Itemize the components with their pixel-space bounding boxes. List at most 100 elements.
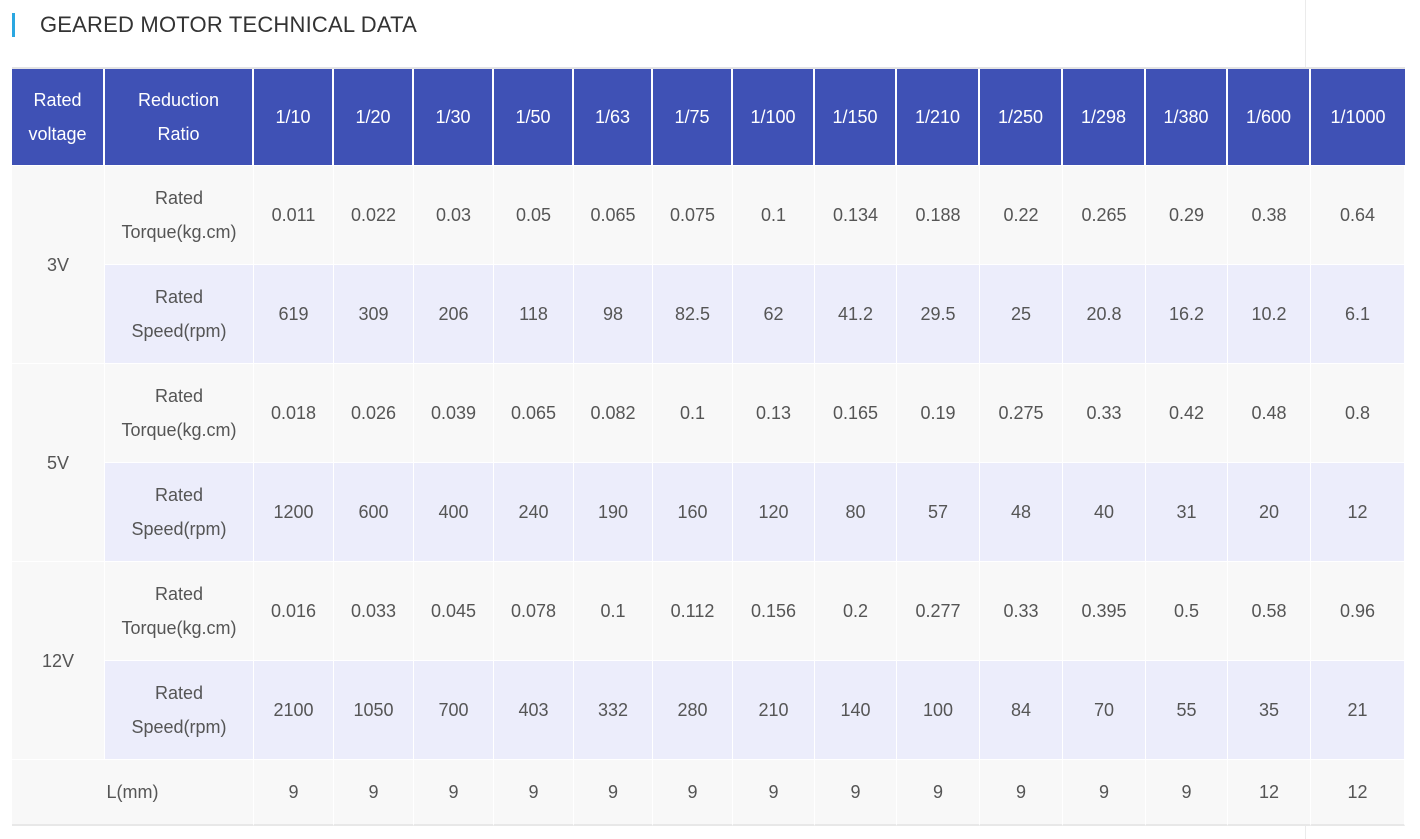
table-row-speed: Rated Speed(rpm) 619 309 206 118 98 82.5 62 41.2…	[12, 265, 1405, 364]
torque-value-cell: 0.58	[1228, 562, 1311, 661]
speed-value-cell: 16.2	[1146, 265, 1228, 364]
speed-value-cell: 700	[414, 661, 494, 760]
speed-value-cell: 118	[494, 265, 574, 364]
torque-value-cell: 0.22	[980, 166, 1063, 265]
torque-value-cell: 0.96	[1311, 562, 1405, 661]
torque-value-cell: 0.277	[897, 562, 980, 661]
speed-value-cell: 190	[574, 463, 653, 562]
voltage-cell: 5V	[12, 364, 105, 562]
length-value-cell: 12	[1311, 760, 1405, 826]
torque-value-cell: 0.13	[733, 364, 815, 463]
torque-value-cell: 0.033	[334, 562, 414, 661]
page-title: GEARED MOTOR TECHNICAL DATA	[40, 12, 418, 37]
header-rated-voltage: Rated voltage	[12, 69, 105, 166]
header-ratio-1-600: 1/600	[1228, 69, 1311, 166]
speed-value-cell: 41.2	[815, 265, 897, 364]
header-reduction-ratio: Reduction Ratio	[105, 69, 254, 166]
speed-value-cell: 29.5	[897, 265, 980, 364]
speed-value-cell: 62	[733, 265, 815, 364]
torque-label: Rated Torque(kg.cm)	[105, 364, 254, 463]
torque-value-cell: 0.1	[733, 166, 815, 265]
torque-value-cell: 0.265	[1063, 166, 1146, 265]
speed-value-cell: 31	[1146, 463, 1228, 562]
torque-value-cell: 0.112	[653, 562, 733, 661]
torque-value-cell: 0.8	[1311, 364, 1405, 463]
table-row-torque: 12V Rated Torque(kg.cm) 0.016 0.033 0.045 0.0…	[12, 562, 1405, 760]
torque-value-cell: 0.38	[1228, 166, 1311, 265]
table-header-row: Rated voltage Reduction Ratio 1/10 1/20 1/…	[12, 69, 1405, 166]
speed-value-cell: 309	[334, 265, 414, 364]
table-row-torque: 3V Rated Torque(kg.cm) 0.011 0.022 0.03 0.05 0…	[12, 166, 1405, 364]
voltage-cell: 12V	[12, 562, 105, 760]
heading-accent-bar	[12, 13, 15, 37]
torque-value-cell: 0.065	[494, 364, 574, 463]
torque-value-cell: 0.134	[815, 166, 897, 265]
length-value-cell: 9	[494, 760, 574, 826]
speed-value-cell: 1200	[254, 463, 334, 562]
torque-value-cell: 0.29	[1146, 166, 1228, 265]
length-value-cell: 9	[1146, 760, 1228, 826]
speed-value-cell: 160	[653, 463, 733, 562]
torque-value-cell: 0.018	[254, 364, 334, 463]
table-body: 3V Rated Torque(kg.cm) 0.011 0.022 0.03 0.05 0…	[12, 166, 1405, 826]
torque-value-cell: 0.016	[254, 562, 334, 661]
length-value-cell: 9	[334, 760, 414, 826]
torque-value-cell: 0.156	[733, 562, 815, 661]
torque-value-cell: 0.33	[1063, 364, 1146, 463]
torque-value-cell: 0.188	[897, 166, 980, 265]
length-value-cell: 9	[653, 760, 733, 826]
speed-value-cell: 210	[733, 661, 815, 760]
speed-value-cell: 20	[1228, 463, 1311, 562]
torque-value-cell: 0.64	[1311, 166, 1405, 265]
torque-value-cell: 0.1	[653, 364, 733, 463]
length-value-cell: 9	[897, 760, 980, 826]
torque-value-cell: 0.395	[1063, 562, 1146, 661]
technical-data-table: Rated voltage Reduction Ratio 1/10 1/20 1/…	[12, 67, 1405, 826]
speed-label: Rated Speed(rpm)	[105, 661, 254, 760]
speed-value-cell: 20.8	[1063, 265, 1146, 364]
length-value-cell: 9	[980, 760, 1063, 826]
voltage-cell: 3V	[12, 166, 105, 364]
header-ratio-1-20: 1/20	[334, 69, 414, 166]
speed-value-cell: 84	[980, 661, 1063, 760]
torque-value-cell: 0.078	[494, 562, 574, 661]
header-ratio-1-63: 1/63	[574, 69, 653, 166]
speed-value-cell: 57	[897, 463, 980, 562]
torque-value-cell: 0.045	[414, 562, 494, 661]
table-row-speed: Rated Speed(rpm) 2100 1050 700 403 332 280 210 1…	[12, 661, 1405, 760]
torque-value-cell: 0.05	[494, 166, 574, 265]
speed-value-cell: 2100	[254, 661, 334, 760]
length-value-cell: 9	[733, 760, 815, 826]
speed-value-cell: 206	[414, 265, 494, 364]
header-ratio-1-250: 1/250	[980, 69, 1063, 166]
header-ratio-1-10: 1/10	[254, 69, 334, 166]
section-heading: GEARED MOTOR TECHNICAL DATA	[12, 12, 417, 38]
header-ratio-1-298: 1/298	[1063, 69, 1146, 166]
torque-value-cell: 0.011	[254, 166, 334, 265]
speed-value-cell: 25	[980, 265, 1063, 364]
speed-value-cell: 35	[1228, 661, 1311, 760]
speed-value-cell: 140	[815, 661, 897, 760]
header-ratio-1-100: 1/100	[733, 69, 815, 166]
torque-value-cell: 0.275	[980, 364, 1063, 463]
speed-value-cell: 280	[653, 661, 733, 760]
speed-value-cell: 70	[1063, 661, 1146, 760]
torque-value-cell: 0.022	[334, 166, 414, 265]
torque-value-cell: 0.026	[334, 364, 414, 463]
length-value-cell: 9	[1063, 760, 1146, 826]
torque-label: Rated Torque(kg.cm)	[105, 166, 254, 265]
torque-value-cell: 0.19	[897, 364, 980, 463]
speed-value-cell: 100	[897, 661, 980, 760]
speed-value-cell: 40	[1063, 463, 1146, 562]
header-ratio-1-210: 1/210	[897, 69, 980, 166]
speed-value-cell: 12	[1311, 463, 1405, 562]
speed-label: Rated Speed(rpm)	[105, 265, 254, 364]
speed-value-cell: 619	[254, 265, 334, 364]
speed-value-cell: 98	[574, 265, 653, 364]
torque-value-cell: 0.1	[574, 562, 653, 661]
header-ratio-1-50: 1/50	[494, 69, 574, 166]
torque-value-cell: 0.03	[414, 166, 494, 265]
torque-value-cell: 0.2	[815, 562, 897, 661]
speed-value-cell: 55	[1146, 661, 1228, 760]
speed-value-cell: 80	[815, 463, 897, 562]
